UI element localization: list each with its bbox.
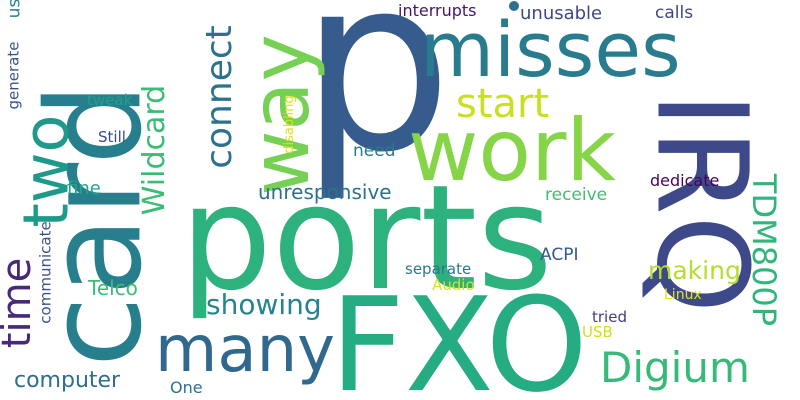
word-audio: Audio: [432, 276, 475, 294]
word-receive: receive: [545, 185, 608, 205]
word-linux: Linux: [664, 287, 702, 303]
word-generate: generate: [4, 41, 23, 110]
word-fine: fine: [67, 178, 101, 199]
word-digium: Digium: [600, 343, 750, 392]
word-misses: misses: [420, 5, 681, 94]
word-connect: connect: [198, 25, 240, 169]
word-communicate: communicate: [36, 221, 55, 324]
word-ports: ports: [180, 154, 553, 323]
word-need: need: [353, 141, 396, 161]
word-tdm800p: TDM800P: [745, 173, 784, 327]
dot-mark: [509, 1, 519, 11]
word-calls: calls: [655, 3, 694, 23]
word-computer: computer: [14, 368, 121, 393]
word-interrupts: interrupts: [398, 1, 477, 20]
word-unusable: unusable: [520, 3, 603, 24]
word-making: making: [648, 256, 741, 285]
word-p: p: [300, 0, 453, 205]
word-start: start: [456, 81, 550, 127]
word-still: Still: [98, 128, 126, 146]
word-two: two: [9, 114, 83, 228]
word-many: many: [155, 313, 335, 387]
word-usb: USB: [582, 323, 613, 341]
word-dedicate: dedicate: [650, 171, 720, 190]
word-acpi: ACPI: [540, 245, 579, 265]
word-fxo: FXO: [330, 269, 588, 400]
word-telco: Telco: [88, 276, 138, 300]
word-work: work: [408, 101, 617, 201]
word-wildcard: Wildcard: [137, 84, 173, 216]
word-us: us: [4, 0, 25, 19]
word-unresponsive: unresponsive: [258, 180, 392, 204]
word-showing: showing: [206, 288, 322, 321]
word-tried: tried: [592, 308, 627, 326]
word-tweak: tweak: [87, 91, 133, 109]
word-separate: separate: [405, 260, 472, 278]
word-disabling: disabling: [281, 95, 297, 154]
word-time: time: [0, 257, 41, 349]
word-one: One: [170, 378, 203, 397]
